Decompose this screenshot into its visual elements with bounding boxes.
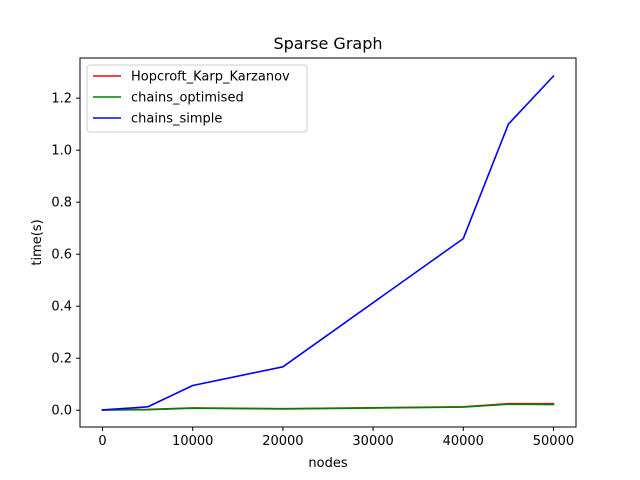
x-tick-label: 50000 [533,434,574,449]
x-tick-label: 40000 [443,434,484,449]
y-tick-label: 0.8 [51,196,72,211]
legend-label-chains-simple: chains_simple [131,112,222,127]
legend-label-hopcroft-karp-karzanov: Hopcroft_Karp_Karzanov [131,70,290,85]
x-tick-label: 30000 [352,434,393,449]
y-tick-label: 0.0 [51,404,72,419]
y-tick-label: 1.0 [51,144,72,159]
x-tick-label: 20000 [262,434,303,449]
plot-frame [79,57,577,428]
y-tick-label: 0.6 [51,248,72,263]
y-tick-label: 1.2 [51,92,72,107]
x-tick-label: 10000 [172,434,213,449]
x-axis-ticks: 0 10000 20000 30000 40000 50000 [98,427,574,449]
x-tick-label: 0 [98,434,106,449]
series-line-chains-optimised [101,403,555,411]
legend-box [86,64,308,133]
series-line-chains-simple [101,74,555,411]
series-lines [101,74,555,411]
y-axis-label: time(s) [30,219,45,265]
legend: Hopcroft_Karp_Karzanov chains_optimisedch… [86,64,308,133]
chart-title: Sparse Graph [273,34,382,53]
y-tick-label: 0.2 [51,352,72,367]
legend-label-chains-optimised: chains_optimised [131,91,244,106]
y-axis-ticks: 0.0 0.2 0.4 0.6 0.8 1.0 1.2 [51,92,80,419]
y-tick-label: 0.4 [51,300,72,315]
x-axis-label: nodes [308,456,347,471]
